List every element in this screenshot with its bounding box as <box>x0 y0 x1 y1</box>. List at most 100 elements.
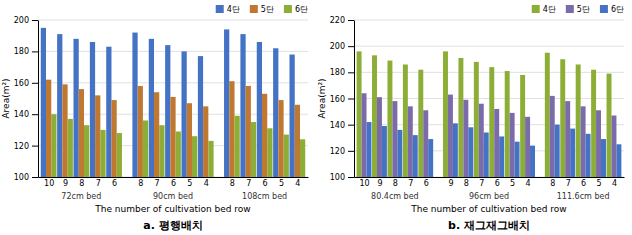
tick: 200 <box>14 16 38 25</box>
bar <box>560 59 565 177</box>
bar <box>423 110 428 177</box>
tick: 8 <box>79 177 84 188</box>
bar <box>295 105 300 177</box>
legend-label: 4단 <box>227 5 240 14</box>
bar <box>73 39 78 177</box>
tick-label: 140 <box>14 110 29 119</box>
bar <box>377 97 382 177</box>
y-axis: 100120140160180200 <box>14 16 39 182</box>
tick-mark <box>348 99 354 100</box>
tick-label: 6 <box>263 179 268 188</box>
tick: 9 <box>377 177 382 188</box>
legend-swatch <box>566 5 574 13</box>
y-axis-title: Area(m²) <box>317 78 327 118</box>
tick-mark <box>32 83 38 84</box>
bar <box>520 75 525 177</box>
tick: 7 <box>96 177 101 188</box>
bar <box>57 34 62 177</box>
x-axis: 1098768765487654 <box>39 177 309 188</box>
bar <box>284 135 289 177</box>
group-label: 96cm bed <box>469 192 509 201</box>
tick: 7 <box>155 177 160 188</box>
series <box>367 122 622 177</box>
bar <box>576 64 581 177</box>
tick: 6 <box>263 177 268 188</box>
tick-label: 8 <box>464 179 469 188</box>
bar <box>565 101 570 177</box>
grid-line <box>354 98 624 99</box>
axis-line <box>38 21 39 178</box>
tick: 6 <box>112 177 117 188</box>
bar <box>418 70 423 177</box>
bar <box>100 130 105 177</box>
bar <box>187 103 192 177</box>
bar <box>181 51 186 177</box>
tick-label: 5 <box>510 179 515 188</box>
tick: 200 <box>330 42 354 51</box>
bar <box>362 93 367 177</box>
bar <box>530 146 535 177</box>
bar <box>170 97 175 177</box>
bar <box>448 95 453 177</box>
tick-label: 7 <box>566 179 571 188</box>
bar <box>267 128 272 177</box>
tick-label: 6 <box>581 179 586 188</box>
bar <box>413 135 418 177</box>
tick-label: 160 <box>14 79 29 88</box>
legend-label: 6단 <box>295 5 308 14</box>
tick-label: 8 <box>230 179 235 188</box>
legend-swatch <box>284 5 292 13</box>
bar <box>545 53 550 177</box>
tick: 9 <box>63 177 68 188</box>
tick: 6 <box>581 177 586 188</box>
bar <box>106 47 111 177</box>
group-label: 108cm bed <box>242 192 287 201</box>
bar <box>208 141 213 177</box>
bar <box>494 109 499 177</box>
bar <box>596 110 601 177</box>
grid-line <box>38 20 308 21</box>
tick: 8 <box>393 177 398 188</box>
bar <box>198 56 203 177</box>
bar <box>84 125 89 177</box>
grid <box>354 20 624 177</box>
tick-label: 8 <box>393 179 398 188</box>
legend-swatch <box>600 5 608 13</box>
bar <box>273 48 278 177</box>
tick: 6 <box>495 177 500 188</box>
bar <box>443 51 448 177</box>
bar <box>453 123 458 177</box>
bar <box>165 45 170 177</box>
y-axis: 100120140160180200220 <box>330 16 355 182</box>
legend-item: 5단 <box>566 5 590 14</box>
bar <box>463 100 468 177</box>
bar <box>581 106 586 177</box>
bar <box>484 133 489 177</box>
tick: 160 <box>330 95 354 104</box>
bar <box>68 119 73 177</box>
group-label: 111.6cm bed <box>557 192 610 201</box>
tick-label: 200 <box>14 16 29 25</box>
legend-item: 6단 <box>284 5 308 14</box>
bar <box>611 116 616 177</box>
tick-label: 7 <box>96 179 101 188</box>
bar <box>479 104 484 177</box>
tick: 7 <box>408 177 413 188</box>
legend: 4단5단6단 <box>216 5 308 14</box>
tick-label: 7 <box>479 179 484 188</box>
series <box>46 80 300 177</box>
bar <box>79 89 84 177</box>
tick: 4 <box>526 177 531 188</box>
tick-label: 6 <box>495 179 500 188</box>
x-axis: 10987698765487654 <box>355 177 625 188</box>
title: b. 재그재그배치 <box>448 219 530 232</box>
bar <box>601 139 606 177</box>
legend: 4단5단6단 <box>532 5 624 14</box>
bar <box>143 120 148 177</box>
tick-label: 140 <box>330 121 345 130</box>
grid-line <box>354 20 624 21</box>
bar <box>117 133 122 177</box>
tick: 8 <box>464 177 469 188</box>
tick-label: 180 <box>14 47 29 56</box>
legend-swatch <box>216 5 224 13</box>
